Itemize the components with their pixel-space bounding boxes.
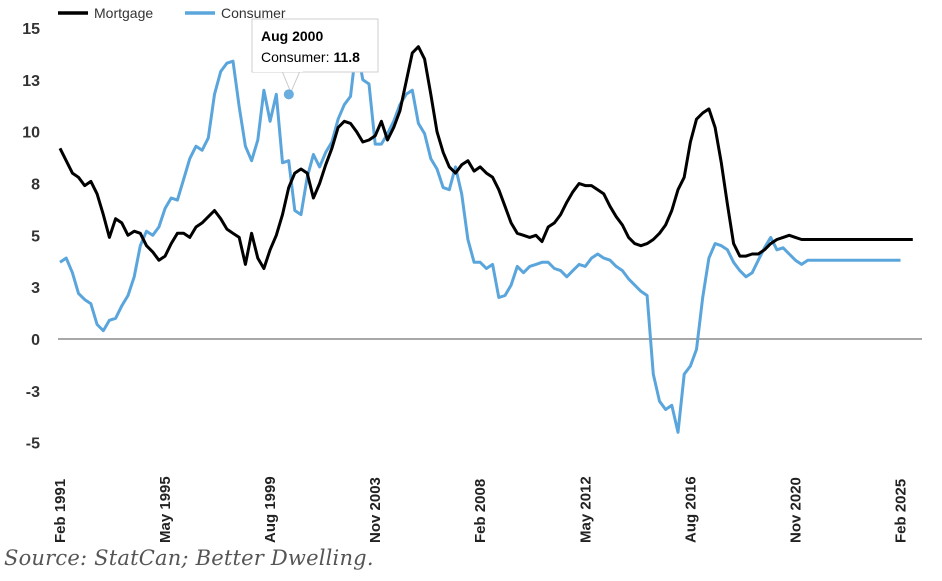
x-tick-label: May 1995	[157, 476, 174, 543]
line-chart: Mortgage Consumer 15 13 10 8 5 3 0 -3 -5 Feb 199…	[22, 5, 922, 543]
x-tick-label: Aug 1999	[262, 476, 279, 543]
tooltip-series-label: Consumer:	[261, 49, 329, 65]
y-axis: 15 13 10 8 5 3 0 -3 -5	[22, 21, 40, 453]
series-group	[58, 43, 913, 434]
y-tick-label: 15	[22, 21, 40, 38]
x-tick-label: Aug 2016	[682, 476, 699, 543]
source-attribution: Source: StatCan; Better Dwelling.	[4, 546, 374, 570]
y-tick-label: -3	[26, 384, 40, 401]
x-tick-label: Feb 1991	[52, 479, 69, 543]
y-tick-label: -5	[26, 436, 40, 453]
legend-label-mortgage[interactable]: Mortgage	[94, 5, 153, 21]
y-tick-label: 5	[31, 228, 40, 245]
legend-label-consumer[interactable]: Consumer	[221, 5, 286, 21]
y-tick-label: 0	[31, 332, 40, 349]
tooltip-tail-mask	[253, 66, 303, 72]
series-line-consumer[interactable]	[59, 43, 901, 434]
x-tick-label: May 2012	[577, 476, 594, 543]
x-tick-label: Feb 2008	[472, 479, 489, 543]
y-tick-label: 3	[31, 280, 40, 297]
tooltip-pointer	[281, 70, 301, 94]
x-tick-label: Nov 2020	[787, 477, 804, 543]
tooltip-marker	[283, 89, 294, 100]
x-axis: Feb 1991 May 1995 Aug 1999 Nov 2003 Feb 2008…	[52, 476, 909, 543]
x-tick-label: Nov 2003	[367, 477, 384, 543]
tooltip-box	[251, 18, 379, 73]
x-tick-label: Feb 2025	[892, 479, 909, 543]
y-tick-label: 10	[22, 125, 40, 142]
tooltip: Aug 2000 Consumer: 11.8	[251, 18, 379, 100]
tooltip-value: 11.8	[333, 49, 360, 65]
tooltip-line: Consumer: 11.8	[261, 49, 360, 65]
legend: Mortgage Consumer	[58, 5, 286, 21]
series-line-mortgage[interactable]	[58, 45, 913, 270]
y-tick-label: 13	[22, 73, 40, 90]
y-tick-label: 8	[31, 177, 40, 194]
tooltip-title: Aug 2000	[261, 28, 323, 44]
